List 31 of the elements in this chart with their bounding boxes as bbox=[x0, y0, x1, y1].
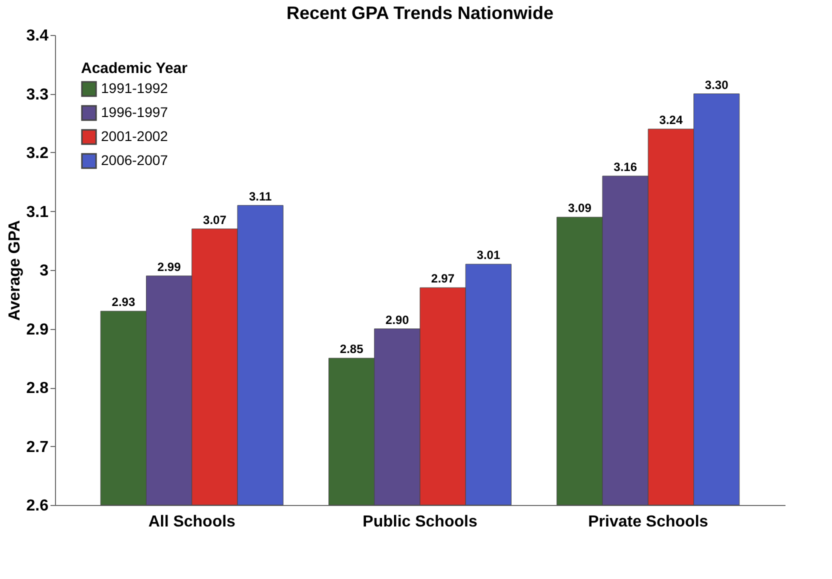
data-label: 2.99 bbox=[157, 260, 182, 274]
data-label: 2.93 bbox=[112, 295, 136, 310]
data-label: 2.90 bbox=[386, 312, 410, 327]
legend-label: 1996-1997 bbox=[101, 104, 168, 120]
y-tick-label: 3.4 bbox=[26, 28, 49, 44]
y-tick-label: 3.2 bbox=[26, 145, 49, 162]
legend-label: 2001-2002 bbox=[101, 128, 168, 144]
legend-label: 2006-2007 bbox=[101, 152, 168, 168]
y-tick-label: 3 bbox=[40, 262, 49, 280]
x-tick-label: All Schools bbox=[148, 514, 236, 530]
y-tick-label: 2.6 bbox=[26, 498, 49, 514]
chart-title: Recent GPA Trends Nationwide bbox=[286, 3, 554, 23]
data-label: 3.11 bbox=[248, 189, 272, 204]
y-tick-label: 2.7 bbox=[26, 438, 49, 456]
data-label: 3.01 bbox=[476, 248, 500, 262]
y-tick-label: 2.8 bbox=[26, 380, 49, 397]
x-tick-label: Public Schools bbox=[362, 514, 478, 530]
legend-label: 1991-1992 bbox=[101, 80, 168, 96]
data-label: 2.97 bbox=[431, 272, 455, 286]
x-tick-label: Private Schools bbox=[588, 514, 708, 530]
legend-title: Academic Year bbox=[81, 60, 188, 77]
y-axis-title: Average GPA bbox=[6, 220, 24, 321]
data-label: 3.07 bbox=[203, 212, 227, 227]
data-label: 3.24 bbox=[659, 113, 683, 127]
data-label: 3.16 bbox=[614, 160, 638, 174]
data-label: 2.85 bbox=[340, 342, 364, 356]
y-tick-label: 3.1 bbox=[26, 204, 49, 221]
y-tick-label: 2.9 bbox=[26, 321, 49, 338]
data-label: 3.09 bbox=[568, 201, 592, 216]
data-label: 3.30 bbox=[704, 78, 729, 92]
y-tick-label: 3.3 bbox=[26, 86, 49, 104]
